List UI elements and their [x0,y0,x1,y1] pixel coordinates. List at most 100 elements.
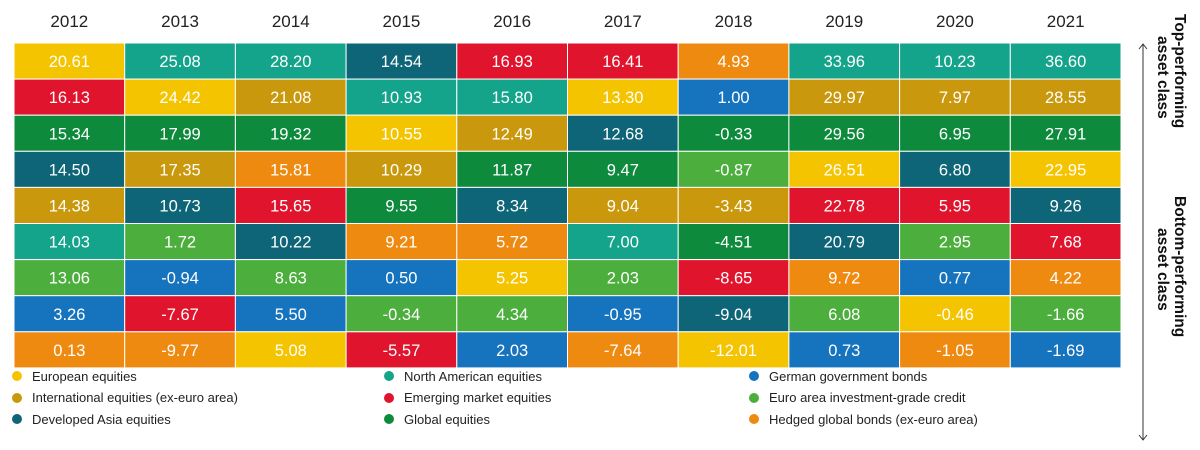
cell-2013-rank-1 [124,42,236,80]
cell-2016-rank-3 [456,114,568,152]
legend-swatch [749,392,759,403]
cell-2021-rank-3 [1009,114,1122,152]
cell-value-2020-rank-1: 10.23 [934,53,975,71]
legend-label: Euro area investment-grade credit [769,390,966,405]
cell-2019-rank-8 [788,295,901,333]
cell-value-2014-rank-3: 19.32 [270,125,311,143]
cell-2019-rank-5 [788,186,901,224]
legend-swatch [384,392,394,403]
cell-value-2020-rank-3: 6.95 [939,125,971,143]
cell-value-2017-rank-6: 7.00 [607,234,639,252]
cell-value-2021-rank-1: 36.60 [1045,53,1086,71]
cell-value-2021-rank-8: -1.66 [1047,306,1085,324]
cell-value-2013-rank-4: 17.35 [159,161,200,179]
cell-2016-rank-1 [456,42,568,80]
cell-value-2018-rank-1: 4.93 [717,53,749,71]
cell-2016-rank-6 [456,223,568,261]
cell-value-2013-rank-8: -7.67 [161,306,199,324]
ranking-arrow [1138,43,1148,441]
cell-2013-rank-3 [124,114,236,152]
cell-value-2012-rank-8: 3.26 [53,306,85,324]
cell-value-2012-rank-7: 13.06 [49,270,90,288]
cell-2017-rank-1 [567,42,679,80]
cell-2020-rank-8 [899,295,1011,333]
cell-value-2015-rank-3: 10.55 [381,125,422,143]
cell-2020-rank-2 [899,78,1011,116]
top-label-line-1: Top-performing [1171,14,1188,129]
year-header-2012: 2012 [50,12,88,31]
cell-value-2021-rank-7: 4.22 [1050,270,1082,288]
cell-value-2013-rank-6: 1.72 [164,234,196,252]
cell-value-2016-rank-3: 12.49 [492,125,533,143]
legend-label: North American equities [404,368,543,384]
cell-2014-rank-7 [234,259,347,297]
cell-2014-rank-2 [234,78,347,116]
cell-2018-rank-1 [677,42,790,80]
cell-value-2013-rank-2: 24.42 [159,89,200,107]
legend-item-na: North American equities [384,366,542,386]
cell-value-2016-rank-7: 5.25 [496,270,528,288]
cell-2018-rank-9 [677,331,790,369]
cell-value-2016-rank-1: 16.93 [492,53,533,71]
cell-2021-rank-9 [1009,331,1122,369]
cell-value-2016-rank-6: 5.72 [496,234,528,252]
cell-value-2019-rank-2: 29.97 [824,89,865,107]
cell-2017-rank-9 [567,331,679,369]
cell-value-2014-rank-9: 5.08 [275,342,307,360]
top-label-line-2: asset class [1154,36,1171,119]
cell-value-2014-rank-6: 10.22 [270,234,311,252]
year-header-2019: 2019 [825,12,863,31]
cell-2017-rank-6 [567,223,679,261]
cell-2012-rank-6 [13,223,126,261]
cell-value-2019-rank-4: 26.51 [824,161,865,179]
cell-2016-rank-5 [456,186,568,224]
cell-value-2018-rank-8: -9.04 [715,306,753,324]
cell-2018-rank-4 [677,150,790,188]
cell-2016-rank-4 [456,150,568,188]
cell-value-2019-rank-8: 6.08 [828,306,860,324]
cell-2021-rank-2 [1009,78,1122,116]
legend-label: Emerging market equities [404,390,552,405]
cell-value-2015-rank-6: 9.21 [385,234,417,252]
cell-value-2019-rank-9: 0.73 [828,342,860,360]
cell-value-2019-rank-3: 29.56 [824,125,865,143]
cell-value-2018-rank-9: -12.01 [710,342,757,360]
cell-2013-rank-9 [124,331,236,369]
cell-2019-rank-9 [788,331,901,369]
cell-value-2016-rank-9: 2.03 [496,342,528,360]
cell-2019-rank-6 [788,223,901,261]
cell-value-2012-rank-1: 20.61 [49,53,90,71]
cell-value-2015-rank-8: -0.34 [383,306,421,324]
cell-value-2016-rank-5: 8.34 [496,197,528,215]
cell-2016-rank-8 [456,295,568,333]
cell-value-2017-rank-4: 9.47 [607,161,639,179]
cell-value-2019-rank-5: 22.78 [824,197,865,215]
year-header-2018: 2018 [715,12,753,31]
legend-item-ie: International equities (ex-euro area) [12,388,238,408]
legend-swatch [12,392,22,403]
cell-value-2021-rank-4: 22.95 [1045,161,1086,179]
legend-label: Hedged global bonds (ex-euro area) [769,411,978,427]
cell-2020-rank-3 [899,114,1011,152]
cell-value-2020-rank-2: 7.97 [939,89,971,107]
cell-value-2020-rank-8: -0.46 [936,306,974,324]
cell-value-2014-rank-5: 15.65 [270,197,311,215]
cell-value-2013-rank-5: 10.73 [159,197,200,215]
cell-2021-rank-8 [1009,295,1122,333]
cell-2021-rank-5 [1009,186,1122,224]
legend-label: International equities (ex-euro area) [32,390,238,405]
cell-value-2016-rank-8: 4.34 [496,306,528,324]
bottom-label-line-2: asset class [1154,228,1171,311]
cell-value-2015-rank-9: -5.57 [383,342,421,360]
legend-label: Developed Asia equities [32,411,171,427]
cell-value-2013-rank-1: 25.08 [159,53,200,71]
cell-value-2018-rank-5: -3.43 [715,197,753,215]
legend-item-hb: Hedged global bonds (ex-euro area) [749,409,978,429]
cell-2015-rank-9 [345,331,458,369]
legend: European equities North American equities… [12,366,1122,436]
cell-value-2019-rank-1: 33.96 [824,53,865,71]
cell-value-2012-rank-2: 16.13 [49,89,90,107]
cell-2015-rank-4 [345,150,458,188]
bottom-performing-label: Bottom-performing asset class [1154,196,1188,337]
